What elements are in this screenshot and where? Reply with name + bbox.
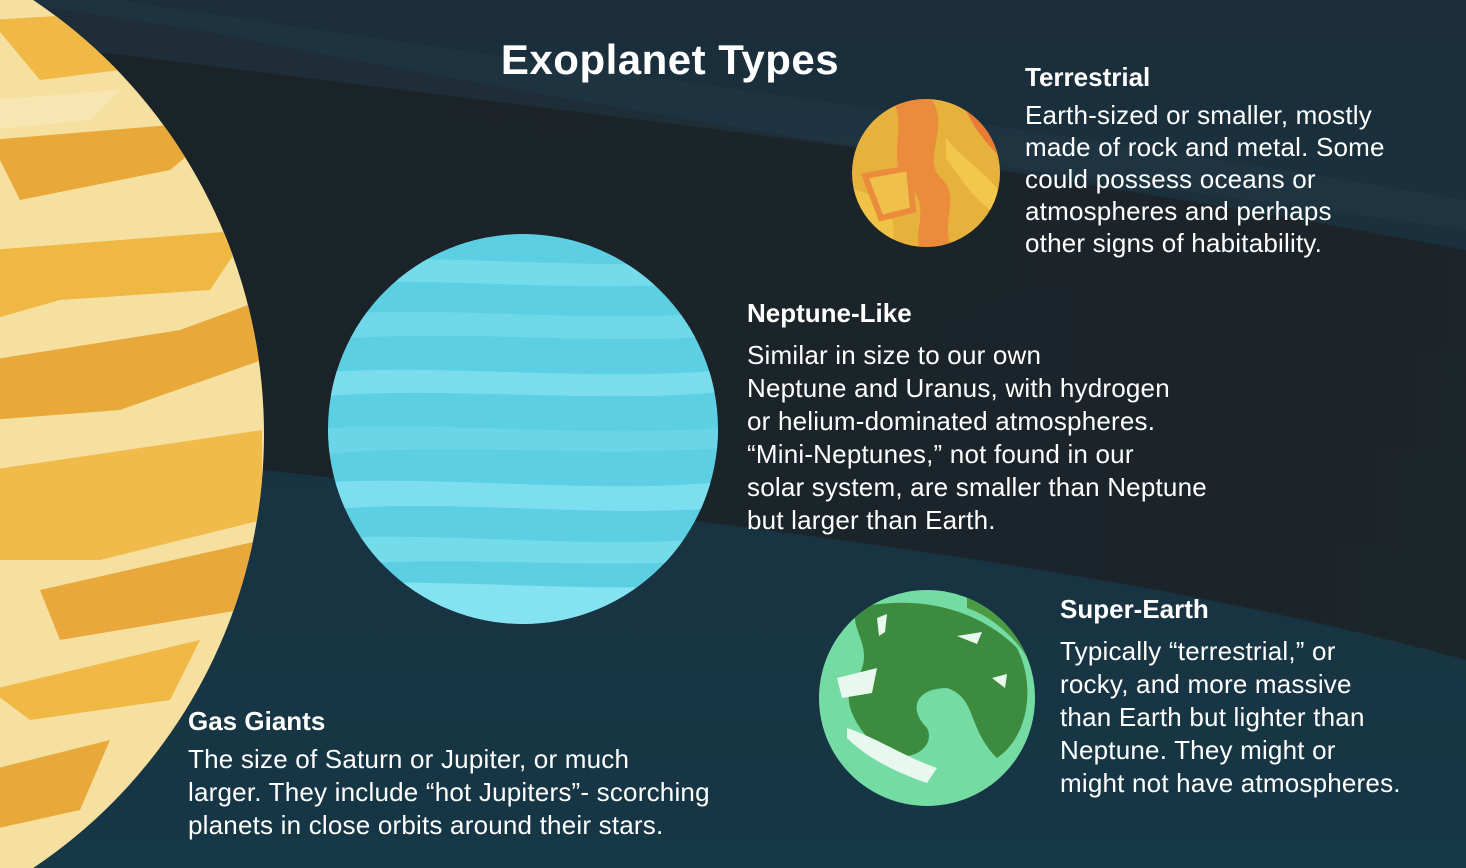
super-earth-heading: Super-Earth	[1060, 594, 1209, 624]
gas-giant-planet	[0, 0, 264, 868]
super-earth-line: than Earth but lighter than	[1060, 702, 1365, 733]
terrestrial-planet	[852, 99, 1000, 247]
neptune-like-description: Neptune-Like Similar in size to our own …	[747, 298, 1207, 537]
terrestrial-line: atmospheres and perhaps	[1025, 196, 1332, 227]
super-earth-line: Neptune. They might or	[1060, 735, 1336, 766]
terrestrial-line: could possess oceans or	[1025, 164, 1316, 195]
neptune-like-line: Neptune and Uranus, with hydrogen	[747, 373, 1170, 404]
super-earth-line: rocky, and more massive	[1060, 669, 1352, 700]
super-earth-line: might not have atmospheres.	[1060, 768, 1401, 799]
terrestrial-heading: Terrestrial	[1025, 62, 1151, 92]
neptune-like-planet	[328, 234, 718, 624]
page-title: Exoplanet Types	[500, 36, 840, 83]
gas-giants-heading: Gas Giants	[188, 706, 326, 736]
neptune-like-line: Similar in size to our own	[747, 340, 1042, 371]
gas-giants-line: larger. They include “hot Jupiters”- sco…	[188, 777, 710, 808]
neptune-like-line: but larger than Earth.	[747, 505, 996, 536]
super-earth-planet	[819, 590, 1035, 806]
terrestrial-line: Earth-sized or smaller, mostly	[1025, 100, 1372, 131]
neptune-like-line: solar system, are smaller than Neptune	[747, 472, 1207, 503]
terrestrial-description: Terrestrial Earth-sized or smaller, most…	[1025, 62, 1385, 259]
terrestrial-line: made of rock and metal. Some	[1025, 132, 1385, 163]
gas-giants-description: Gas Giants The size of Saturn or Jupiter…	[188, 706, 710, 842]
terrestrial-line: other signs of habitability.	[1025, 228, 1323, 259]
neptune-like-line: or helium-dominated atmospheres.	[747, 406, 1156, 437]
neptune-like-heading: Neptune-Like	[747, 298, 912, 328]
super-earth-line: Typically “terrestrial,” or	[1060, 636, 1336, 667]
super-earth-description: Super-Earth Typically “terrestrial,” or …	[1060, 594, 1401, 800]
gas-giants-line: The size of Saturn or Jupiter, or much	[188, 744, 630, 775]
gas-giants-line: planets in close orbits around their sta…	[188, 810, 664, 841]
neptune-like-line: “Mini-Neptunes,” not found in our	[747, 439, 1134, 470]
